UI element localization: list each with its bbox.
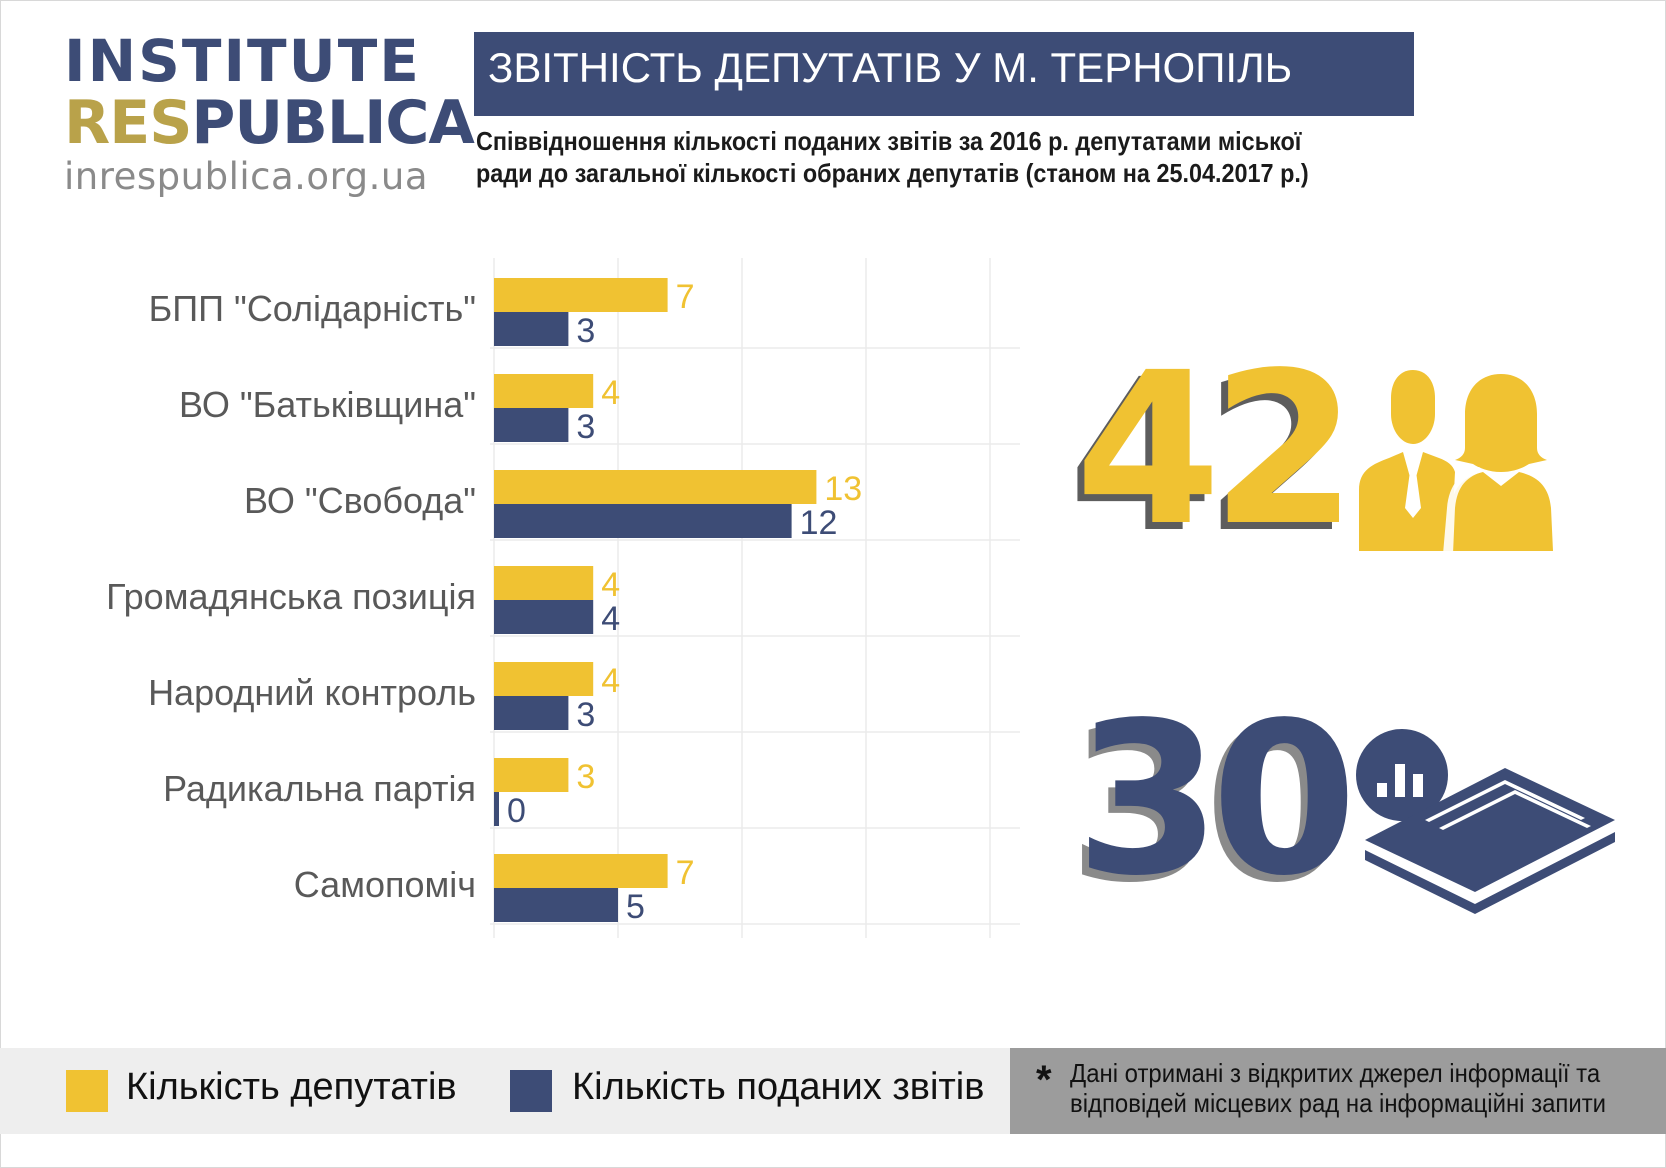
bar-deputies: [494, 662, 594, 696]
bar-reports: [494, 696, 569, 730]
legend: Кількість депутатів Кількість поданих зв…: [0, 1048, 1012, 1134]
data-label-reports: 3: [576, 312, 596, 350]
logo-publica: PUBLICA: [191, 88, 474, 158]
bar-reports: [494, 312, 569, 346]
bar-reports: [494, 600, 594, 634]
logo-line-institute: INSTITUTE: [64, 27, 421, 95]
bar-deputies: [494, 566, 594, 600]
institute-logo: INSTITUTE RESPUBLICA inrespublica.org.ua: [64, 27, 475, 200]
total-deputies-number: 42: [1075, 327, 1357, 572]
bar-deputies: [494, 278, 668, 312]
logo-res: RES: [64, 88, 192, 158]
report-documents-icon: [1356, 729, 1615, 914]
page-title: ЗВІТНІСТЬ ДЕПУТАТІВ У М. ТЕРНОПІЛЬ: [488, 44, 1293, 91]
total-reports-number: 30: [1075, 677, 1357, 922]
category-label: БПП "Солідарність": [148, 288, 476, 329]
category-label: ВО "Свобода": [244, 480, 476, 521]
source-note-box: [1010, 1048, 1666, 1134]
bar-reports: [494, 792, 499, 826]
legend-swatch-reports: [510, 1070, 552, 1112]
bar-reports: [494, 408, 569, 442]
bar-deputies: [494, 758, 569, 792]
data-label-reports: 12: [799, 504, 838, 542]
category-label: ВО "Батьківщина": [179, 384, 476, 425]
data-label-deputies: 4: [601, 662, 621, 700]
bar-deputies: [494, 854, 668, 888]
bar-reports: [494, 504, 792, 538]
bar-reports: [494, 888, 618, 922]
chart-subtitle: Співвідношення кількості поданих звітів …: [476, 126, 1309, 188]
data-label-deputies: 4: [601, 374, 621, 412]
logo-url: inrespublica.org.ua: [64, 155, 428, 198]
logo-line-respublica: RESPUBLICA: [64, 92, 475, 154]
category-label: Громадянська позиція: [106, 576, 476, 617]
title-banner: ЗВІТНІСТЬ ДЕПУТАТІВ У М. ТЕРНОПІЛЬ: [474, 32, 1414, 116]
bar-deputies: [494, 374, 594, 408]
data-label-reports: 0: [507, 792, 526, 830]
people-icon: [1359, 370, 1553, 553]
data-label-reports: 3: [576, 696, 596, 734]
category-label: Народний контроль: [148, 672, 476, 713]
data-label-deputies: 4: [601, 566, 621, 604]
category-label: Радикальна партія: [163, 768, 476, 809]
category-label: Самопоміч: [293, 864, 476, 905]
bar-deputies: [494, 470, 817, 504]
data-label-deputies: 3: [576, 758, 596, 796]
data-label-deputies: 7: [675, 854, 695, 892]
legend-label-reports: Кількість поданих звітів: [572, 1066, 985, 1108]
data-label-deputies: 7: [675, 278, 695, 316]
data-label-reports: 5: [626, 888, 645, 926]
source-note: Дані отримані з відкритих джерел інформа…: [1070, 1058, 1607, 1118]
data-label-reports: 3: [576, 408, 596, 446]
legend-swatch-deputies: [66, 1070, 108, 1112]
note-asterisk: *: [1036, 1058, 1052, 1102]
legend-label-deputies: Кількість депутатів: [126, 1066, 457, 1108]
data-label-reports: 4: [601, 600, 621, 638]
data-label-deputies: 13: [824, 470, 863, 508]
